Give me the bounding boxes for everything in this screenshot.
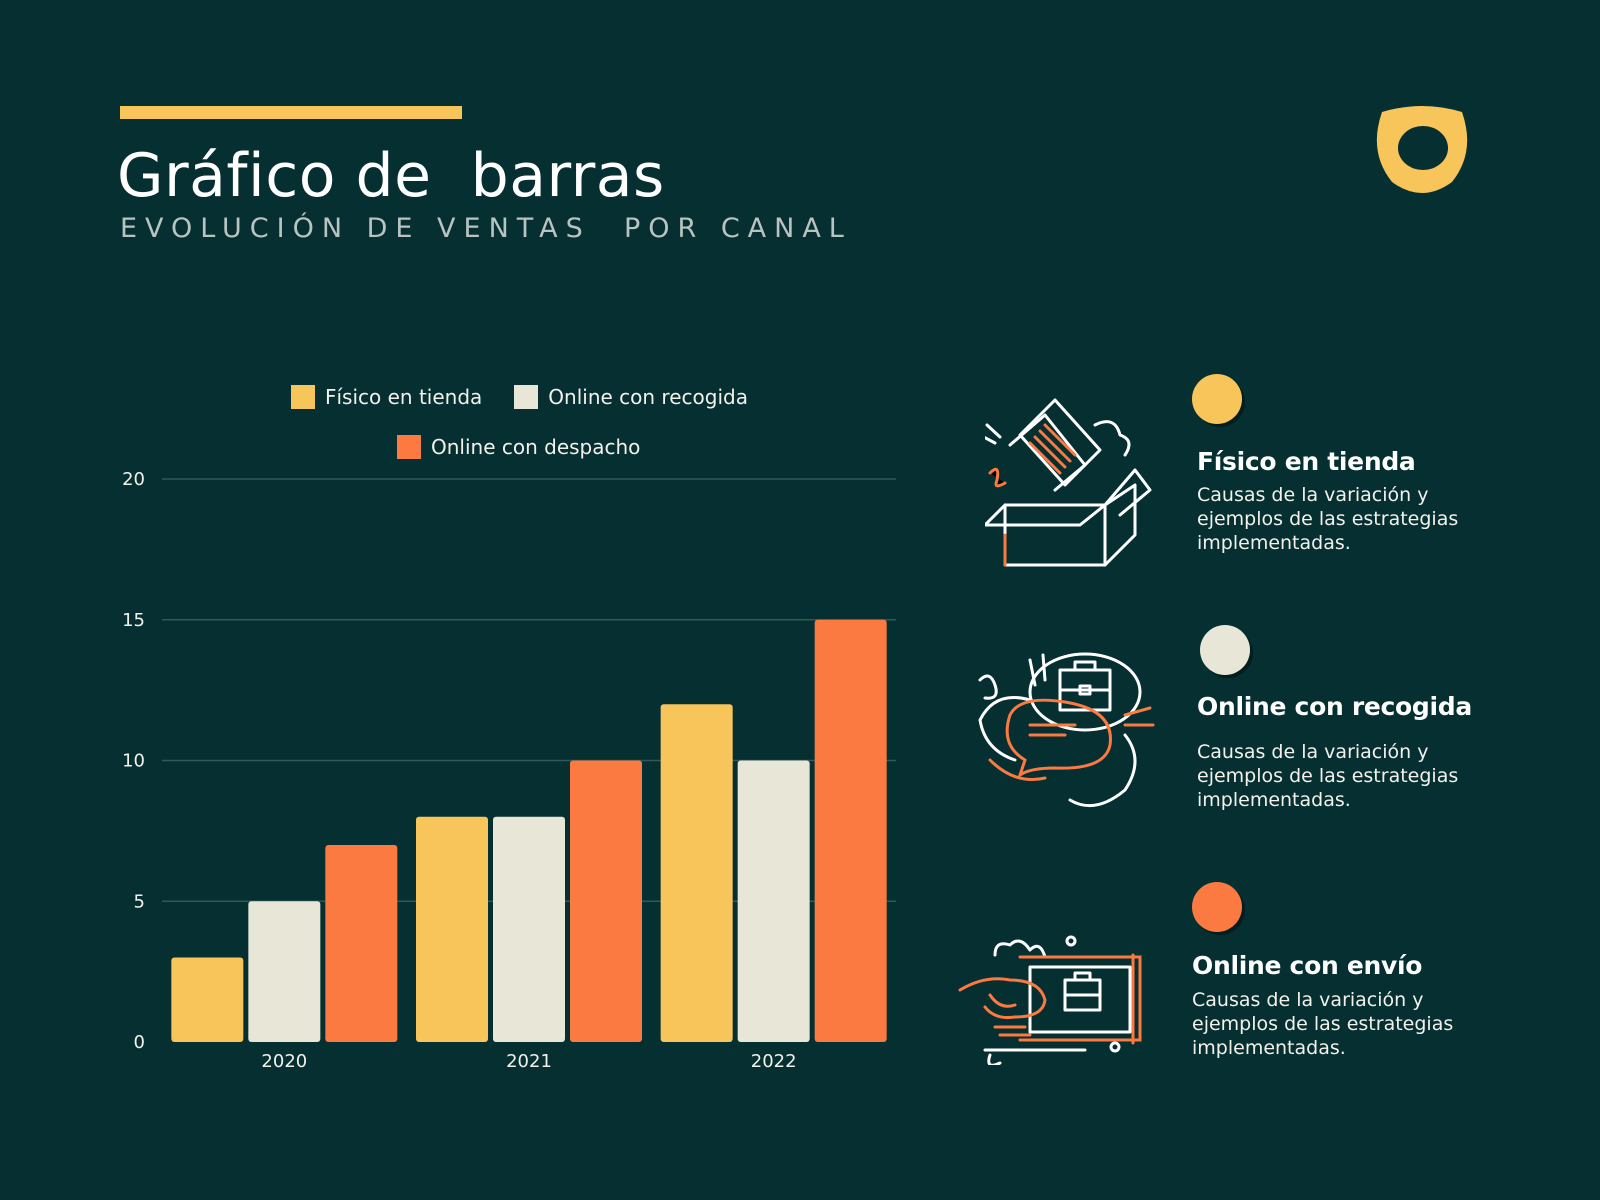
x-tick-label-2021: 2021 <box>506 1051 552 1072</box>
chart-legend-row-2: Online con despacho <box>397 435 672 459</box>
y-tick-label: 10 <box>122 751 145 772</box>
side-desc-fisico: Causas de la variación y ejemplos de las… <box>1197 484 1459 554</box>
legend-swatch-despacho <box>397 435 421 459</box>
legend-label-despacho: Online con despacho <box>431 435 641 459</box>
bar-2020-series-1 <box>248 901 321 1042</box>
y-tick-label: 20 <box>122 469 145 490</box>
brand-logo-icon <box>1376 106 1468 193</box>
bar-2020-series-0 <box>171 957 244 1042</box>
legend-swatch-fisico <box>291 385 315 409</box>
x-tick-label-2020: 2020 <box>261 1051 307 1072</box>
y-tick-label: 0 <box>134 1032 145 1053</box>
bar-2022-series-0 <box>660 704 733 1042</box>
bar-2020-series-2 <box>325 844 398 1042</box>
side-heading-fisico: Físico en tienda <box>1197 447 1416 476</box>
legend-item-fisico: Físico en tienda <box>291 385 482 409</box>
bar-2022-series-2 <box>814 619 887 1042</box>
bar-2021-series-0 <box>416 816 488 1042</box>
legend-item-despacho: Online con despacho <box>397 435 640 459</box>
laptop-hand-icon <box>958 935 1142 1065</box>
chat-handshake-icon <box>978 652 1155 808</box>
bar-2022-series-1 <box>737 760 810 1042</box>
side-dot-envio <box>1192 882 1242 932</box>
title-accent-bar <box>120 106 462 119</box>
y-tick-label: 5 <box>134 891 145 912</box>
legend-item-recogida: Online con recogida <box>514 385 748 409</box>
side-heading-envio: Online con envío <box>1192 951 1423 980</box>
chart-legend-row-1: Físico en tienda Online con recogida <box>291 385 780 409</box>
side-desc-envio: Causas de la variación y ejemplos de las… <box>1192 989 1454 1059</box>
open-box-icon <box>985 398 1152 567</box>
page-subtitle: EVOLUCIÓN DE VENTAS POR CANAL <box>120 213 852 244</box>
x-tick-label-2022: 2022 <box>751 1051 797 1072</box>
side-heading-recogida: Online con recogida <box>1197 692 1472 721</box>
side-dot-recogida <box>1200 625 1250 675</box>
side-dot-fisico <box>1192 374 1242 424</box>
legend-label-recogida: Online con recogida <box>548 385 748 409</box>
side-desc-recogida: Causas de la variación y ejemplos de las… <box>1197 741 1459 811</box>
page-title: Gráfico de barras <box>117 141 665 211</box>
legend-label-fisico: Físico en tienda <box>325 385 483 409</box>
y-tick-label: 15 <box>122 610 145 631</box>
bar-2021-series-1 <box>493 816 565 1042</box>
legend-swatch-recogida <box>514 385 539 409</box>
bar-2021-series-2 <box>570 760 642 1042</box>
